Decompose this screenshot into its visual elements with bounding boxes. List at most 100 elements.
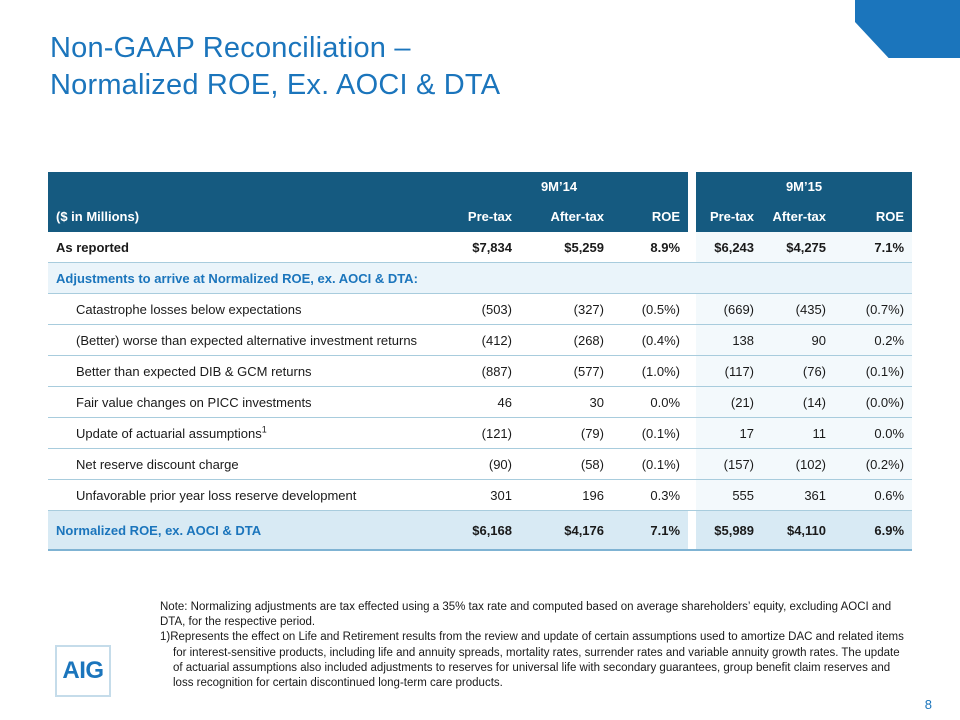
aig-logo-text: AIG <box>62 657 104 684</box>
table-row: Fair value changes on PICC investments 46… <box>48 386 913 418</box>
column-divider <box>688 510 697 551</box>
col-header-roe-15: ROE <box>834 200 913 232</box>
col-header-pretax-14: Pre-tax <box>430 200 520 232</box>
cell-value: 30 <box>520 386 612 418</box>
table-row: Catastrophe losses below expectations (50… <box>48 293 913 325</box>
cell-value: 0.0% <box>612 386 689 418</box>
footnote-reference: 1 <box>261 424 267 435</box>
cell-value: 0.3% <box>612 479 689 511</box>
table-row: Update of actuarial assumptions1 (121) (79… <box>48 417 913 449</box>
column-divider <box>688 417 697 449</box>
section-header-label: Adjustments to arrive at Normalized ROE,… <box>48 262 913 294</box>
cell-value: (157) <box>696 448 763 480</box>
footnote-marker: 1) <box>160 631 171 644</box>
col-header-pretax-15: Pre-tax <box>696 200 763 232</box>
as-reported-row: As reported $7,834 $5,259 8.9% $6,243 $4… <box>48 232 913 263</box>
column-divider <box>688 479 697 511</box>
cell-value: 555 <box>696 479 763 511</box>
cell-value: (327) <box>520 293 612 325</box>
page-title: Non-GAAP Reconciliation – Normalized ROE… <box>50 30 500 104</box>
period-header-row: 9M’14 9M’15 <box>48 172 913 200</box>
cell-value: (117) <box>696 355 763 387</box>
page-number: 8 <box>924 697 932 712</box>
cell-value: $6,243 <box>696 232 763 263</box>
cell-value: (1.0%) <box>612 355 689 387</box>
cell-value: $5,259 <box>520 232 612 263</box>
period-header-9m14: 9M’14 <box>430 172 689 200</box>
footnote-1: 1)Represents the effect on Life and Reti… <box>160 630 912 691</box>
cell-value: 0.0% <box>834 417 913 449</box>
cell-value: 0.2% <box>834 324 913 356</box>
col-header-aftertax-14: After-tax <box>520 200 612 232</box>
total-row: Normalized ROE, ex. AOCI & DTA $6,168 $4… <box>48 510 913 551</box>
reconciliation-table: 9M’14 9M’15 ($ in Millions) Pre-tax Afte… <box>48 172 913 551</box>
row-label: Better than expected DIB & GCM returns <box>48 355 430 387</box>
cell-value: 196 <box>520 479 612 511</box>
cell-value: (121) <box>430 417 520 449</box>
cell-value: $4,110 <box>762 510 835 551</box>
cell-value: (669) <box>696 293 763 325</box>
cell-value: 46 <box>430 386 520 418</box>
cell-value: (21) <box>696 386 763 418</box>
cell-value: 301 <box>430 479 520 511</box>
cell-value: (76) <box>762 355 835 387</box>
col-header-roe-14: ROE <box>612 200 689 232</box>
cell-value: (0.1%) <box>612 448 689 480</box>
adjustment-rows: Catastrophe losses below expectations (50… <box>48 293 913 511</box>
cell-value: $4,275 <box>762 232 835 263</box>
title-line-2: Normalized ROE, Ex. AOCI & DTA <box>50 69 501 102</box>
row-label: Fair value changes on PICC investments <box>48 386 430 418</box>
cell-value: (0.2%) <box>834 448 913 480</box>
column-divider <box>688 355 697 387</box>
column-divider <box>688 293 697 325</box>
cell-value: (268) <box>520 324 612 356</box>
cell-value: 7.1% <box>612 510 689 551</box>
cell-value: (503) <box>430 293 520 325</box>
cell-value: (435) <box>762 293 835 325</box>
corner-decoration <box>855 0 960 58</box>
cell-value: 17 <box>696 417 763 449</box>
row-label: Net reserve discount charge <box>48 448 430 480</box>
cell-value: $5,989 <box>696 510 763 551</box>
aig-logo: AIG <box>55 645 111 697</box>
column-divider <box>688 200 697 232</box>
cell-value: (90) <box>430 448 520 480</box>
cell-value: (0.0%) <box>834 386 913 418</box>
column-divider <box>688 324 697 356</box>
cell-value: (577) <box>520 355 612 387</box>
cell-value: $7,834 <box>430 232 520 263</box>
cell-value: (0.1%) <box>612 417 689 449</box>
cell-value: (0.1%) <box>834 355 913 387</box>
row-label: (Better) worse than expected alternative… <box>48 324 430 356</box>
cell-value: 0.6% <box>834 479 913 511</box>
notes-block: Note: Normalizing adjustments are tax ef… <box>160 600 912 691</box>
cell-value: 90 <box>762 324 835 356</box>
row-label: Catastrophe losses below expectations <box>48 293 430 325</box>
section-header-row: Adjustments to arrive at Normalized ROE,… <box>48 262 913 294</box>
column-header-row: ($ in Millions) Pre-tax After-tax ROE Pr… <box>48 200 913 232</box>
row-label: As reported <box>48 232 430 263</box>
header-spacer <box>48 172 430 200</box>
cell-value: $6,168 <box>430 510 520 551</box>
cell-value: (0.4%) <box>612 324 689 356</box>
units-label: ($ in Millions) <box>48 200 430 232</box>
row-label: Normalized ROE, ex. AOCI & DTA <box>48 510 430 551</box>
cell-value: 7.1% <box>834 232 913 263</box>
cell-value: (102) <box>762 448 835 480</box>
table-row: Net reserve discount charge (90) (58) (0.1%… <box>48 448 913 480</box>
column-divider <box>688 232 697 263</box>
footnote-text: Represents the effect on Life and Retire… <box>170 631 904 689</box>
cell-value: (412) <box>430 324 520 356</box>
cell-value: (79) <box>520 417 612 449</box>
cell-value: (58) <box>520 448 612 480</box>
title-line-1: Non-GAAP Reconciliation – <box>50 32 411 64</box>
col-header-aftertax-15: After-tax <box>762 200 835 232</box>
row-label: Update of actuarial assumptions1 <box>48 417 430 449</box>
table-row: (Better) worse than expected alternative… <box>48 324 913 356</box>
note-text: Note: Normalizing adjustments are tax ef… <box>160 601 892 629</box>
table-row: Better than expected DIB & GCM returns (8… <box>48 355 913 387</box>
column-divider <box>688 172 697 200</box>
column-divider <box>688 386 697 418</box>
row-label: Unfavorable prior year loss reserve deve… <box>48 479 430 511</box>
cell-value: $4,176 <box>520 510 612 551</box>
